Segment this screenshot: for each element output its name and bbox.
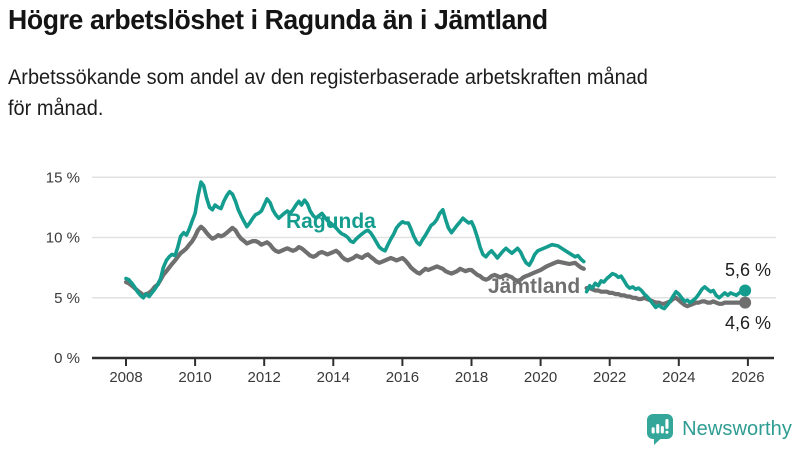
newsworthy-logo: Newsworthy [646, 413, 792, 445]
x-axis-label: 2016 [386, 369, 419, 386]
chart-subtitle: Arbetssökande som andel av den registerb… [8, 62, 648, 124]
bar-chart-glyph [651, 419, 669, 434]
y-axis-label: 15 % [46, 169, 80, 186]
series-line-jamtland [123, 224, 586, 298]
jamtland-end-value-label: 4,6 % [725, 313, 771, 333]
x-axis-label: 2012 [248, 369, 281, 386]
series-line-ragunda [584, 271, 747, 311]
x-axis-label: 2010 [178, 369, 211, 386]
x-axis-label: 2014 [317, 369, 350, 386]
end-dot-ragunda [739, 284, 752, 297]
series-lines [123, 180, 752, 311]
gridlines [92, 176, 776, 299]
page-title: Högre arbetslöshet i Ragunda än i Jämtla… [8, 4, 548, 35]
newsworthy-wordmark: Newsworthy [682, 417, 792, 440]
speech-bubble-tail [654, 438, 662, 445]
x-axis-label: 2024 [662, 369, 695, 386]
x-axis-label: 2026 [731, 369, 764, 386]
ragunda-end-value-label: 5,6 % [725, 260, 771, 280]
newsworthy-logo-icon [647, 414, 674, 445]
ragunda-series-label: Ragunda [286, 210, 376, 233]
y-axis-label: 5 % [54, 290, 80, 307]
end-dot-jamtland [739, 296, 752, 309]
jamtland-series-label: Jämtland [488, 275, 580, 298]
subtitle-line-1: Arbetssökande som andel av den registerb… [8, 66, 648, 89]
series-line-jamtland [584, 286, 748, 309]
x-axis-label: 2018 [455, 369, 488, 386]
y-axis-label: 10 % [46, 230, 80, 247]
axes: 0 % 5 % 10 % 15 % 2008 2010 2012 2014 2016 2018 20… [46, 169, 774, 386]
y-axis-label: 0 % [54, 350, 80, 367]
subtitle-line-2: för månad. [8, 97, 104, 120]
x-axis-label: 2022 [593, 369, 626, 386]
x-axis-label: 2008 [109, 369, 142, 386]
x-axis-label: 2020 [524, 369, 557, 386]
series-line-ragunda [124, 180, 586, 300]
